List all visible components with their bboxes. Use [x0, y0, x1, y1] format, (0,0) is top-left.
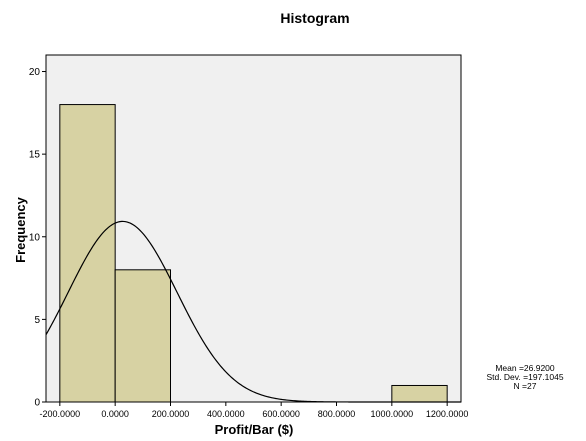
x-tick-label: -200.0000 — [40, 409, 81, 419]
y-tick-label: 15 — [29, 150, 41, 161]
y-tick-label: 20 — [29, 67, 41, 78]
x-tick-label: 1000.0000 — [371, 409, 414, 419]
x-tick-label: 600.0000 — [262, 409, 300, 419]
x-axis-label: Profit/Bar ($) — [215, 422, 294, 437]
y-tick-label: 0 — [34, 398, 40, 409]
x-tick-label: 400.0000 — [207, 409, 245, 419]
histogram-bar-2 — [392, 385, 447, 402]
histogram-bar-1 — [115, 270, 170, 402]
histogram-bar-0 — [60, 105, 115, 402]
x-tick-label: 0.0000 — [101, 409, 129, 419]
stats-box: Mean =26.9200 Std. Dev. =197.1045 N =27 — [470, 364, 580, 391]
chart-title: Histogram — [280, 10, 349, 26]
x-axis: -200.0000 0.0000 200.0000 400.0000 600.0000 8… — [40, 402, 469, 419]
x-tick-label: 1200.0000 — [426, 409, 469, 419]
stats-n: N =27 — [470, 382, 580, 391]
y-tick-label: 5 — [34, 315, 40, 326]
x-tick-label: 800.0000 — [318, 409, 356, 419]
y-axis-label: Frequency — [13, 196, 28, 263]
y-axis: 0 5 10 15 20 — [29, 67, 46, 408]
x-tick-label: 200.0000 — [152, 409, 190, 419]
y-tick-label: 10 — [29, 232, 41, 243]
